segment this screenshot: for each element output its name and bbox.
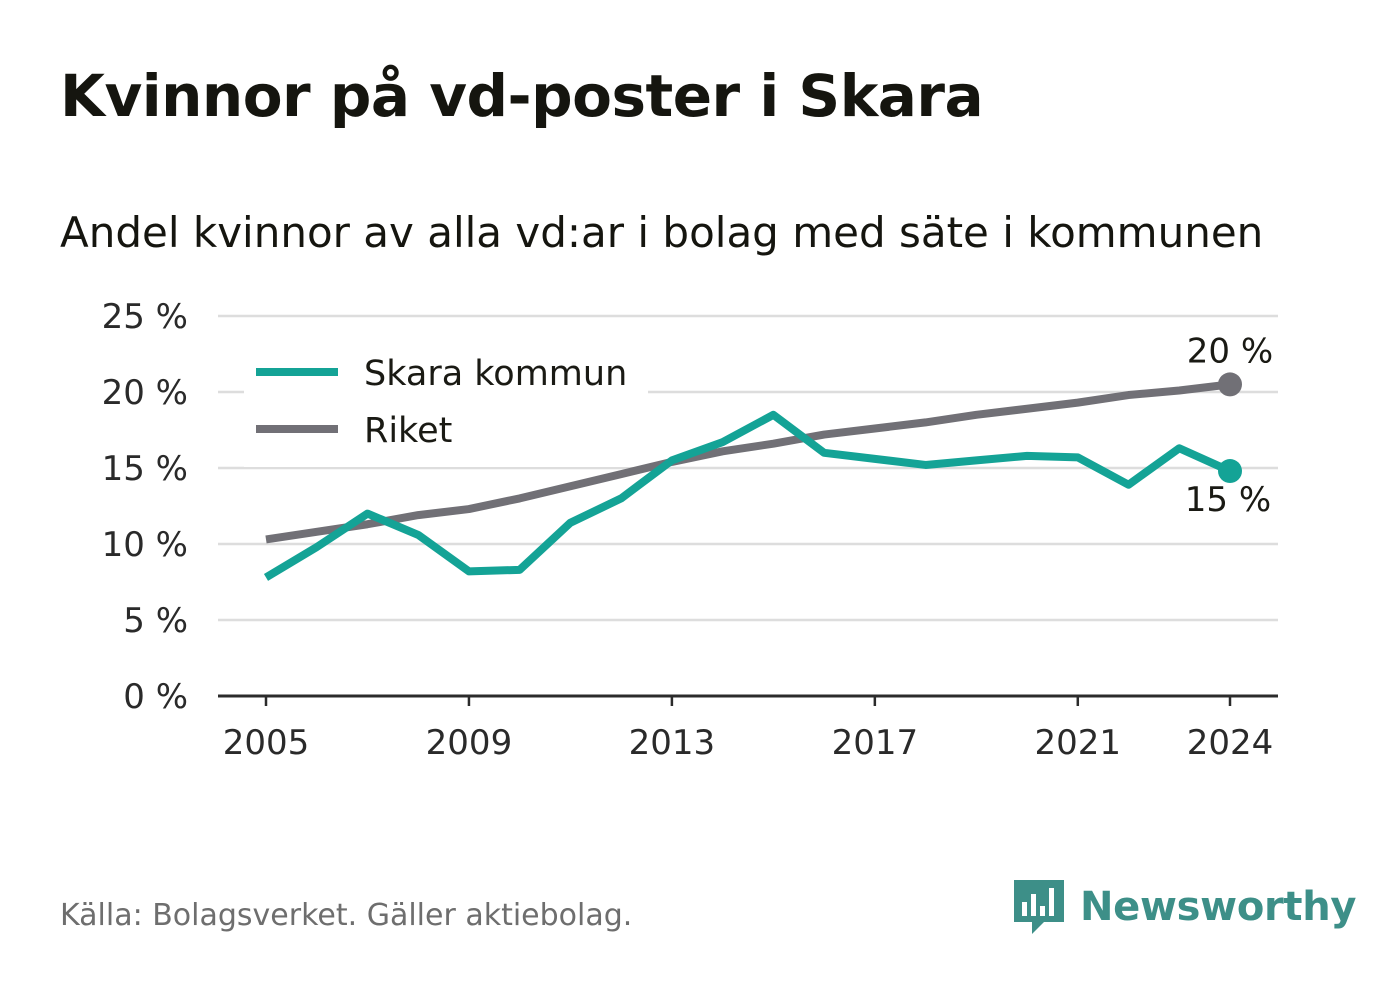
legend-label-riket: Riket [364, 411, 452, 451]
x-tick-label: 2021 [1035, 723, 1122, 763]
y-tick-label: 0 % [123, 677, 188, 717]
series-lines [263, 372, 1242, 581]
line-chart: Skara kommun Riket 0 % 5 % 10 % 15 % 20 % 25 … [102, 297, 1278, 763]
end-label-riket: 20 % [1187, 331, 1273, 371]
end-point-skara [1218, 459, 1242, 484]
x-tick-label: 2017 [832, 723, 919, 763]
chart-title: Kvinnor på vd-poster i Skara [60, 62, 984, 130]
y-tick-label: 5 % [123, 601, 188, 641]
series-line-riket [265, 380, 1231, 544]
brand-name: Newsworthy [1080, 884, 1357, 930]
x-tick-label: 2009 [426, 723, 513, 763]
axes: 0 % 5 % 10 % 15 % 20 % 25 % 2005 2009 2013 2017 20… [102, 297, 1278, 763]
x-tick-label: 2005 [223, 723, 310, 763]
end-point-riket [1218, 372, 1242, 397]
brand-logo: Newsworthy [1010, 876, 1357, 938]
end-label-skara: 15 % [1185, 480, 1271, 520]
source-note: Källa: Bolagsverket. Gäller aktiebolag. [60, 898, 633, 933]
y-tick-label: 20 % [102, 373, 188, 413]
legend: Skara kommun Riket [244, 345, 648, 467]
bar-chart-speech-bubble-icon [1014, 880, 1064, 934]
end-labels: 20 % 15 % [1185, 331, 1273, 520]
series-line-skara [263, 410, 1232, 581]
y-tick-label: 15 % [102, 449, 188, 489]
legend-background [244, 345, 648, 467]
x-tick-label: 2024 [1187, 723, 1274, 763]
x-tick-label: 2013 [629, 723, 716, 763]
y-tick-label: 25 % [102, 297, 188, 337]
y-tick-label: 10 % [102, 525, 188, 565]
chart-subtitle: Andel kvinnor av alla vd:ar i bolag med … [60, 208, 1264, 257]
legend-label-skara: Skara kommun [364, 354, 627, 394]
